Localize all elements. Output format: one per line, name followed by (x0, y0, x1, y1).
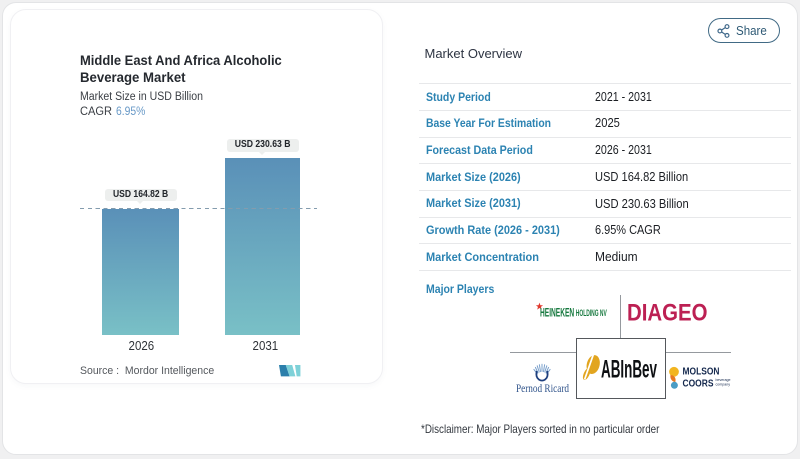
svg-text:DIAGEO: DIAGEO (627, 300, 708, 324)
svg-text:HEINEKEN: HEINEKEN (540, 306, 574, 319)
svg-text:Pernod Ricard: Pernod Ricard (516, 383, 569, 394)
svg-text:beverage: beverage (716, 378, 731, 382)
svg-text:HOLDING NV: HOLDING NV (576, 308, 607, 318)
svg-text:COORS: COORS (683, 378, 714, 390)
svg-text:company: company (716, 383, 731, 387)
svg-text:ABInBev: ABInBev (601, 356, 657, 384)
svg-text:MOLSON: MOLSON (683, 367, 720, 378)
